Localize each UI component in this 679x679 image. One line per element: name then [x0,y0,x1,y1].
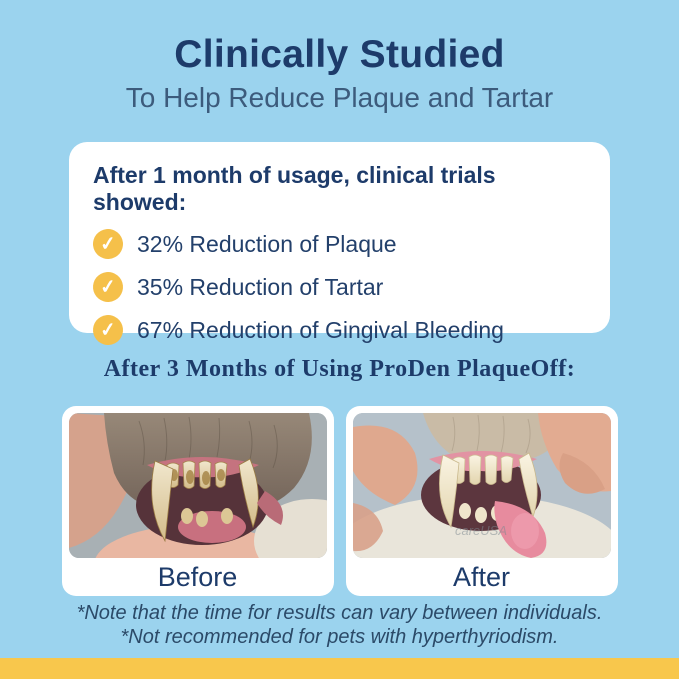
trial-result-row: ✓ 32% Reduction of Plaque [91,227,586,261]
photo-watermark: careUSA [454,523,506,538]
trial-result-text: 67% Reduction of Gingival Bleeding [137,316,504,343]
check-circle-icon: ✓ [91,313,125,347]
page-title: Clinically Studied [174,33,505,76]
trial-result-text: 32% Reduction of Plaque [137,230,397,257]
page-subtitle: To Help Reduce Plaque and Tartar [125,82,554,113]
trial-result-text: 35% Reduction of Tartar [137,273,384,300]
before-after-photos: Before [0,406,679,596]
after-label: After [452,561,511,592]
trial-card-heading: After 1 month of usage, clinical trials … [93,162,496,215]
after-photo-illustration: careUSA [352,413,611,558]
footnote-line-1: *Note that the time for results can vary… [76,602,603,624]
before-photo-card: Before [61,406,334,596]
check-circle-icon: ✓ [91,227,125,261]
clinical-trial-card: After 1 month of usage, clinical trials … [69,142,610,347]
check-circle-icon: ✓ [91,270,125,304]
trial-result-row: ✓ 67% Reduction of Gingival Bleeding [91,313,586,347]
footnote-line-2: *Not recommended for pets with hyperthyr… [120,626,559,648]
before-photo-illustration [68,413,327,558]
comparison-caption: After 3 Months of Using ProDen PlaqueOff… [103,356,576,382]
footnotes: *Note that the time for results can vary… [0,601,679,649]
before-label: Before [157,561,238,592]
before-photo [68,413,327,558]
after-photo: careUSA [352,413,611,558]
trial-result-row: ✓ 35% Reduction of Tartar [91,270,586,304]
after-photo-card: careUSA After [345,406,618,596]
footer-accent-bar [0,658,679,679]
